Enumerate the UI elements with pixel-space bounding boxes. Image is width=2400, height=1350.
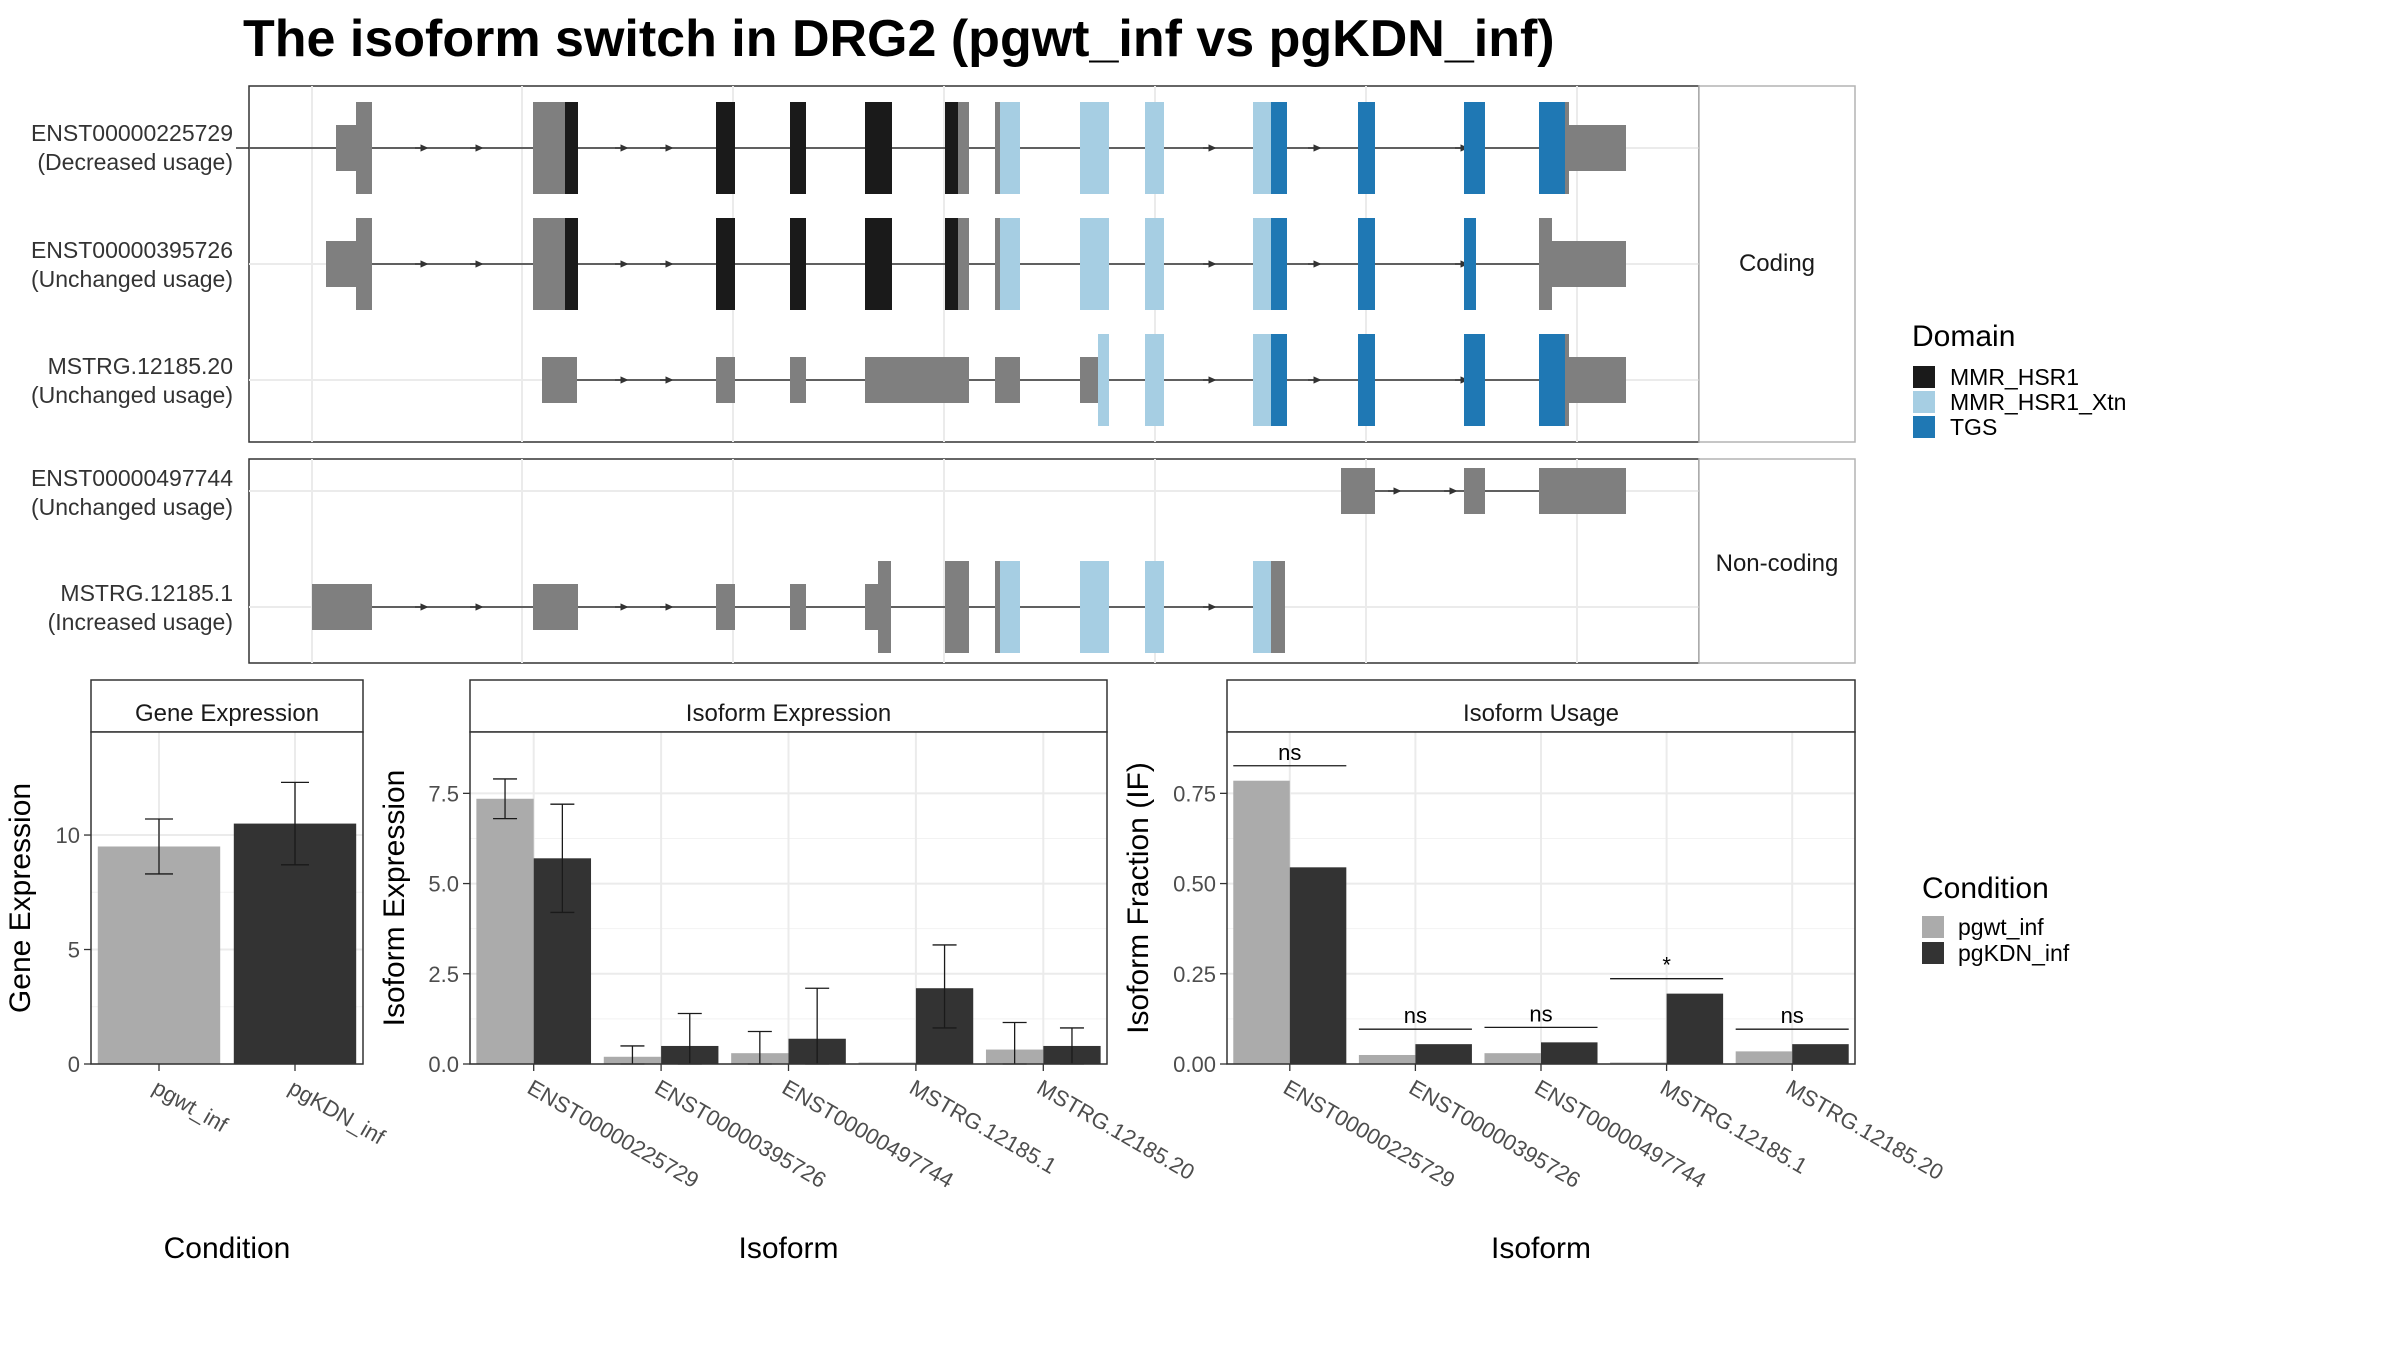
y-tick-label: 0 xyxy=(68,1052,80,1077)
panel-strip xyxy=(469,679,1108,733)
bar xyxy=(1792,1044,1849,1064)
y-tick-label: 7.5 xyxy=(428,781,459,806)
transcript-mstrg-12185-20 xyxy=(542,334,1626,426)
y-tick-label: 0.25 xyxy=(1173,962,1216,987)
bar xyxy=(1735,1051,1793,1064)
domain-legend: Domain MMR_HSR1 MMR_HSR1_Xtn TGS xyxy=(1912,320,2126,440)
y-tick-label: 0.00 xyxy=(1173,1052,1216,1077)
y-axis-title: Gene Expression xyxy=(4,783,37,1013)
legend-swatch xyxy=(1922,916,1944,938)
isoform-expression-chart: Isoform Expression0.02.55.07.5ENST000002… xyxy=(378,679,1199,1265)
y-tick-label: 5 xyxy=(68,938,80,963)
y-axis-title: Isoform Fraction (IF) xyxy=(1122,762,1155,1034)
bar xyxy=(1233,780,1290,1064)
domain-legend-title: Domain xyxy=(1912,320,2015,353)
isoform-usage-label: (Increased usage) xyxy=(48,609,233,635)
isoform-id-label: MSTRG.12185.20 xyxy=(48,353,233,379)
x-tick-label: MSTRG.12185.20 xyxy=(1782,1075,1948,1185)
bar xyxy=(1666,993,1724,1064)
bar xyxy=(1358,1054,1416,1064)
isoform-usage-label: (Unchanged usage) xyxy=(31,494,233,520)
significance-label: ns xyxy=(1529,1001,1552,1026)
bar xyxy=(1289,867,1347,1064)
x-tick-label: MSTRG.12185.20 xyxy=(1033,1075,1199,1185)
significance-label: * xyxy=(1662,953,1671,978)
transcript-mstrg-12185-1 xyxy=(312,561,1285,653)
panel-title: Gene Expression xyxy=(135,700,319,727)
bar xyxy=(1484,1053,1541,1064)
panel-title: Isoform Expression xyxy=(686,700,891,727)
isoform-row-labels: ENST00000225729 (Decreased usage) ENST00… xyxy=(31,120,233,635)
isoform-id-label: MSTRG.12185.1 xyxy=(60,580,233,606)
isoform-usage-label: (Decreased usage) xyxy=(37,149,233,175)
legend-label: MMR_HSR1 xyxy=(1950,364,2079,390)
transcript-enst00000497744 xyxy=(1341,468,1626,514)
legend-swatch xyxy=(1922,942,1944,964)
transcript-enst00000395726 xyxy=(326,218,1626,310)
y-tick-label: 0.0 xyxy=(428,1052,459,1077)
x-tick-label: pgwt_inf xyxy=(149,1075,233,1138)
x-tick-label: pgKDN_inf xyxy=(285,1075,390,1150)
bar xyxy=(97,846,221,1064)
condition-legend: Condition pgwt_inf pgKDN_inf xyxy=(1922,872,2070,966)
legend-swatch xyxy=(1913,416,1935,438)
y-tick-label: 2.5 xyxy=(428,962,459,987)
panel-border xyxy=(90,731,364,1065)
significance-label: ns xyxy=(1404,1003,1427,1028)
isoform-id-label: ENST00000225729 xyxy=(31,120,233,146)
isoform-id-label: ENST00000497744 xyxy=(31,465,233,491)
panel-strip xyxy=(1226,679,1856,733)
x-axis-title: Condition xyxy=(164,1232,291,1265)
bar xyxy=(476,798,534,1064)
isoform-id-label: ENST00000395726 xyxy=(31,237,233,263)
legend-label: pgKDN_inf xyxy=(1958,940,2070,966)
legend-label: MMR_HSR1_Xtn xyxy=(1950,389,2126,415)
x-axis-title: Isoform xyxy=(738,1232,838,1265)
coding-strip-label: Coding xyxy=(1739,250,1815,277)
legend-swatch xyxy=(1913,366,1935,388)
isoform-usage-label: (Unchanged usage) xyxy=(31,382,233,408)
noncoding-strip-label: Non-coding xyxy=(1716,550,1839,577)
condition-legend-title: Condition xyxy=(1922,872,2049,905)
chart-title: The isoform switch in DRG2 (pgwt_inf vs … xyxy=(243,10,1555,68)
gene-expression-chart: Gene Expression 0 5 10 pgwt_inf pgKDN_inf Cond… xyxy=(4,679,390,1265)
legend-label: pgwt_inf xyxy=(1958,914,2044,940)
significance-label: ns xyxy=(1781,1003,1804,1028)
bar xyxy=(1415,1044,1472,1064)
x-axis-title: Isoform xyxy=(1491,1232,1591,1265)
y-tick-label: 0.75 xyxy=(1173,781,1216,806)
significance-label: ns xyxy=(1278,740,1301,765)
y-tick-label: 0.50 xyxy=(1173,872,1216,897)
y-tick-label: 5.0 xyxy=(428,872,459,897)
transcript-enst00000225729 xyxy=(236,102,1626,194)
bar xyxy=(1541,1042,1598,1064)
isoform-usage-label: (Unchanged usage) xyxy=(31,266,233,292)
legend-label: TGS xyxy=(1950,414,1997,440)
y-axis-title: Isoform Expression xyxy=(378,770,411,1027)
y-tick-label: 10 xyxy=(56,823,80,848)
panel-title: Isoform Usage xyxy=(1463,700,1619,727)
legend-swatch xyxy=(1913,391,1935,413)
panel-strip xyxy=(90,679,364,733)
